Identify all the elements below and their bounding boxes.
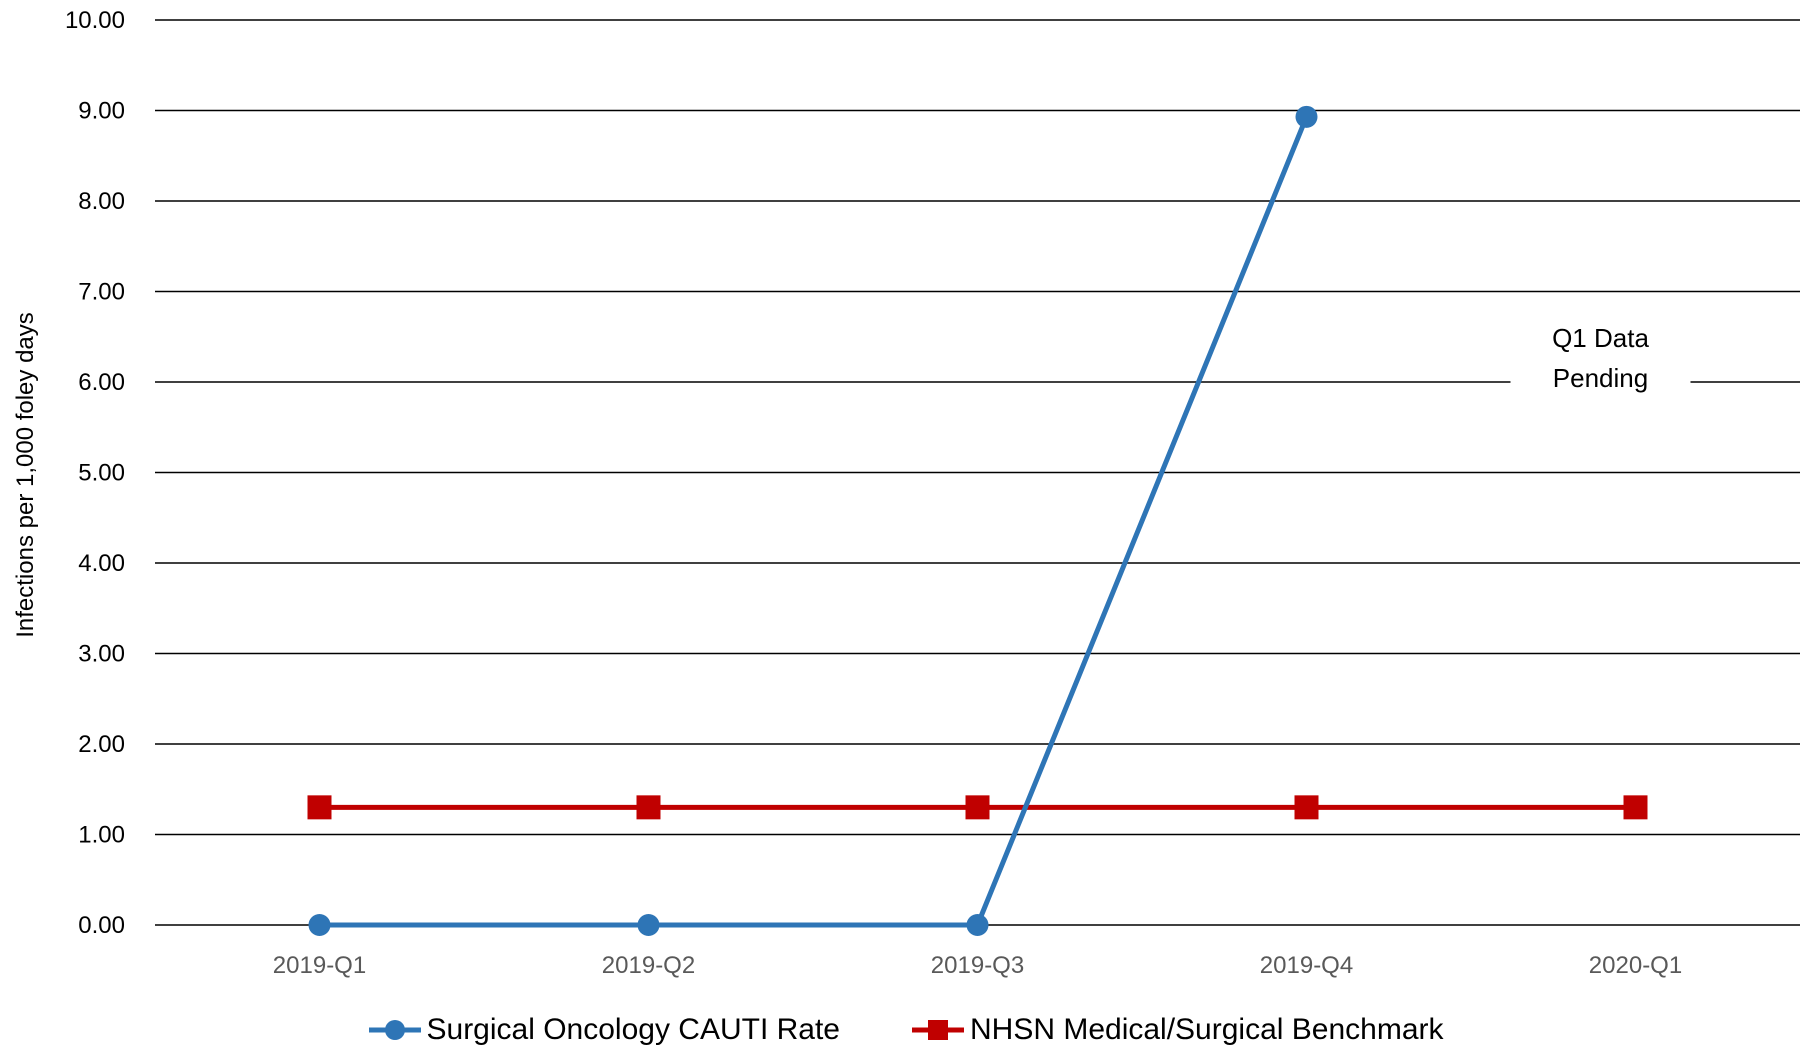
data-point-square [307, 795, 332, 820]
series-line [319, 115, 1309, 928]
line-chart-svg: 0.00 1.00 2.00 3.00 4.00 5.00 6.00 7.00 8.00 9.00… [12, 7, 1800, 979]
data-point-circle [1295, 105, 1318, 128]
gridlines [155, 19, 1800, 926]
legend-label-benchmark: NHSN Medical/Surgical Benchmark [970, 1013, 1444, 1046]
x-tick-label: 2019-Q1 [273, 952, 366, 979]
annotation-background [1510, 316, 1691, 397]
x-tick-label: 2020-Q1 [1589, 952, 1682, 979]
y-tick-label: 2.00 [78, 731, 125, 758]
x-tick-label: 2019-Q4 [1260, 952, 1353, 979]
x-tick-label: 2019-Q3 [931, 952, 1024, 979]
data-point-circle [637, 914, 660, 936]
y-tick-label: 9.00 [78, 98, 125, 125]
legend-item-cauti: Surgical Oncology CAUTI Rate [367, 1013, 841, 1047]
legend-item-benchmark: NHSN Medical/Surgical Benchmark [910, 1013, 1444, 1047]
data-point-circle [966, 914, 989, 936]
y-tick-label: 8.00 [78, 188, 125, 215]
annotation-text: Pending [1553, 363, 1648, 393]
y-tick-label: 5.00 [78, 460, 125, 487]
legend-square-marker-icon [912, 1020, 964, 1040]
x-tick-labels: 2019-Q1 2019-Q2 2019-Q3 2019-Q4 2020-Q1 [273, 952, 1682, 979]
annotation: Q1 Data Pending [1510, 316, 1691, 397]
data-point-circle [308, 914, 331, 936]
data-point-square [636, 795, 661, 820]
legend: Surgical Oncology CAUTI Rate NHSN Medica… [0, 1010, 1810, 1050]
series-1 [307, 795, 1648, 820]
y-tick-label: 4.00 [78, 550, 125, 577]
y-tick-label: 1.00 [78, 822, 125, 849]
annotation-text: Q1 Data [1552, 323, 1649, 353]
data-point-square [965, 795, 990, 820]
data-point-square [1623, 795, 1648, 820]
data-point-square [1294, 795, 1319, 820]
y-axis-label: Infections per 1,000 foley days [12, 312, 39, 638]
y-tick-labels: 0.00 1.00 2.00 3.00 4.00 5.00 6.00 7.00 8.00 9.00… [65, 7, 125, 939]
series-layer [307, 105, 1648, 936]
y-tick-label: 6.00 [78, 369, 125, 396]
legend-label-cauti: Surgical Oncology CAUTI Rate [426, 1013, 841, 1046]
legend-circle-marker-icon [368, 1020, 421, 1040]
y-tick-label: 7.00 [78, 279, 125, 306]
y-tick-label: 0.00 [78, 912, 125, 939]
y-tick-label: 10.00 [65, 7, 125, 34]
series-0 [308, 105, 1318, 936]
y-tick-label: 3.00 [78, 641, 125, 668]
x-tick-label: 2019-Q2 [602, 952, 695, 979]
